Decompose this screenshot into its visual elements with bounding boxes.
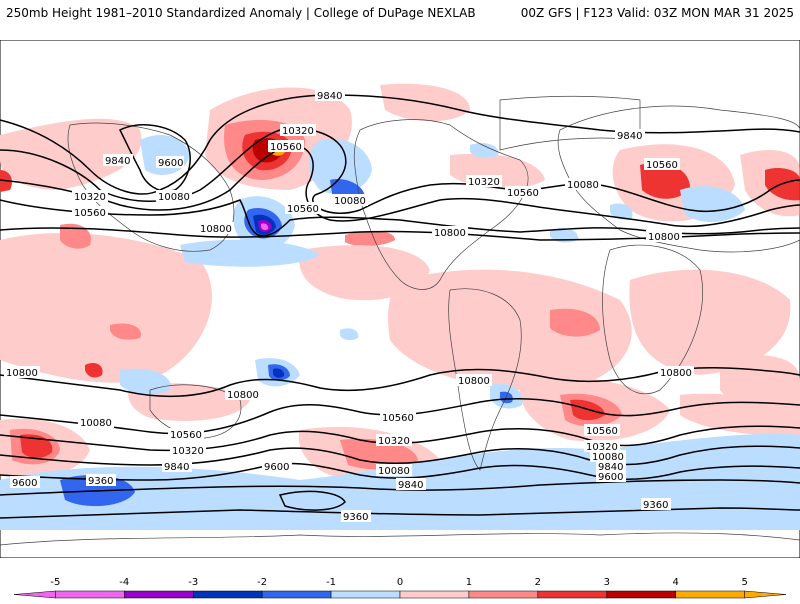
colorbar-tick-label: 0 — [397, 577, 403, 588]
colorbar-segment — [606, 590, 676, 599]
contour-label: 10560 — [287, 204, 319, 215]
contour-label: 10080 — [80, 418, 112, 429]
contour-label: 10560 — [270, 142, 302, 153]
colorbar-tick-label: 5 — [741, 577, 747, 588]
contour-label: 10320 — [586, 442, 618, 453]
contour-label: 9360 — [343, 512, 368, 523]
colorbar-tick-label: -1 — [326, 577, 336, 588]
colorbar-segment — [192, 590, 263, 599]
map-title: 250mb Height 1981–2010 Standardized Anom… — [6, 6, 476, 20]
contour-label: 10320 — [172, 446, 204, 457]
anomaly-map: 9840 9840 9600 10320 10560 10080 10320 1… — [0, 40, 800, 558]
contour-label: 9360 — [88, 476, 113, 487]
colorbar-tick-label: -4 — [119, 577, 129, 588]
contour-label: 9600 — [12, 478, 37, 489]
contour-label: 10080 — [334, 196, 366, 207]
contour-label: 9360 — [643, 500, 668, 511]
contour-label: 10560 — [646, 160, 678, 171]
contour-label: 9840 — [617, 131, 642, 142]
contour-label: 10560 — [586, 426, 618, 437]
contour-label: 10560 — [74, 208, 106, 219]
colorbar-segment — [537, 590, 608, 599]
colorbar-tick-label: 1 — [466, 577, 472, 588]
colorbar-tick-label: 4 — [673, 577, 679, 588]
colorbar-tick-label: -2 — [257, 577, 267, 588]
contour-label: 10080 — [378, 466, 410, 477]
contour-label: 9840 — [164, 462, 189, 473]
contour-label: 10560 — [170, 430, 202, 441]
colorbar-tick-label: -5 — [50, 577, 60, 588]
contour-label: 10080 — [567, 180, 599, 191]
colorbar-segment — [261, 590, 332, 599]
contour-label: 10800 — [458, 376, 490, 387]
contour-label: 10320 — [74, 192, 106, 203]
colorbar-segment — [675, 590, 745, 599]
contour-label: 10800 — [434, 228, 466, 239]
colorbar-segment — [468, 590, 539, 599]
colorbar-segment — [13, 590, 56, 599]
model-run-info: 00Z GFS | F123 Valid: 03Z MON MAR 31 202… — [520, 6, 794, 20]
contour-label: 10800 — [660, 368, 692, 379]
contour-label: 9600 — [264, 462, 289, 473]
contour-label: 9840 — [398, 480, 423, 491]
colorbar-segment — [330, 590, 401, 599]
contour-labels: 9840 9840 9600 10320 10560 10080 10320 1… — [4, 89, 694, 523]
contour-label: 10080 — [592, 452, 624, 463]
colorbar-segment — [744, 590, 787, 599]
colorbar-segment — [124, 590, 194, 599]
colorbar-tick-label: 2 — [535, 577, 541, 588]
contour-label: 10080 — [158, 192, 190, 203]
contour-label: 10320 — [282, 126, 314, 137]
contour-label: 9840 — [105, 156, 130, 167]
colorbar-tick-label: 3 — [604, 577, 610, 588]
colorbar-legend: -5 -4 -3 -2 -1 0 1 2 3 4 5 — [0, 568, 800, 600]
colorbar-segment — [55, 590, 125, 599]
contour-label: 10560 — [507, 188, 539, 199]
colorbar-segment — [399, 590, 470, 599]
contour-label: 9840 — [598, 462, 623, 473]
contour-label: 10560 — [382, 413, 414, 424]
contour-label: 10800 — [648, 232, 680, 243]
contour-label: 10800 — [6, 368, 38, 379]
contour-label: 10320 — [378, 436, 410, 447]
contour-label: 10320 — [468, 177, 500, 188]
contour-label: 9600 — [158, 158, 183, 169]
contour-label: 9840 — [317, 91, 342, 102]
colorbar-tick-label: -3 — [188, 577, 198, 588]
contour-label: 10800 — [227, 390, 259, 401]
contour-label: 10800 — [200, 224, 232, 235]
contour-label: 9600 — [598, 472, 623, 483]
